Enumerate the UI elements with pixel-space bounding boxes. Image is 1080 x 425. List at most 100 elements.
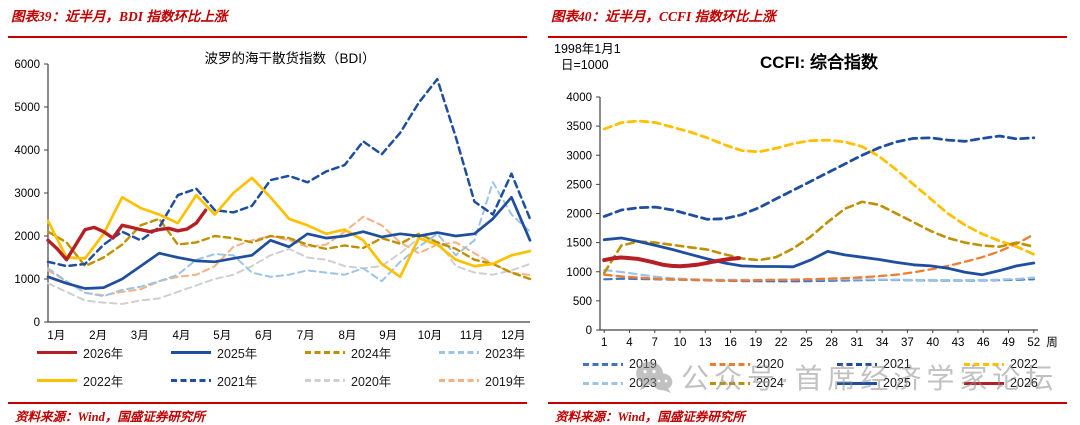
legend-line-sample — [305, 379, 345, 382]
legend-row: 2019 2020 2021 2022 — [582, 357, 1080, 371]
x-tick-label: 8月 — [338, 330, 356, 342]
x-tick-label: 6月 — [255, 330, 273, 342]
x-tick-label: 7月 — [297, 330, 315, 342]
series-2021年 — [46, 77, 532, 268]
legend-row: 2026年 2025年 2024年 2023年 — [36, 343, 572, 362]
x-tick-label: 5月 — [213, 330, 231, 342]
legend-item-2020年: 2020年 — [304, 371, 438, 390]
legend-label: 2024年 — [351, 347, 392, 361]
legend-item-2025年: 2025年 — [170, 343, 304, 362]
y-tick-label: 4000 — [566, 92, 592, 104]
x-tick-label: 12月 — [501, 330, 525, 342]
ccfi-unit-note: 1998年1月1 日=1000 — [554, 41, 621, 74]
legend-label: 2026 — [1010, 376, 1038, 390]
series-2022年 — [46, 176, 532, 279]
legend-label: 2019 — [629, 357, 657, 371]
x-tick-label: 16 — [724, 337, 737, 349]
bdi-chart-title: 波罗的海干散货指数（BDI） — [204, 51, 376, 66]
series-2022 — [602, 119, 1036, 256]
y-tick-label: 0 — [586, 325, 592, 337]
x-tick-label: 49 — [1002, 337, 1015, 349]
legend-label: 2021年 — [217, 375, 258, 389]
series-2025年 — [46, 195, 532, 290]
figure-40-header: 图表40：近半月，CCFI 指数环比上涨 — [551, 9, 776, 24]
x-tick-label: 7 — [652, 337, 658, 349]
legend-label: 2022 — [1010, 357, 1038, 371]
series-2019 — [603, 277, 1035, 283]
legend-item-2023年: 2023年 — [438, 343, 572, 362]
series-2025 — [602, 236, 1036, 277]
y-tick-label: 2000 — [566, 209, 592, 221]
legend-line-sample — [439, 351, 479, 354]
y-tick-label: 1500 — [566, 238, 592, 250]
figure-39-header: 图表39：近半月，BDI 指数环比上涨 — [11, 9, 228, 24]
x-tick-label: 1 — [601, 337, 607, 349]
legend-line-sample — [37, 379, 77, 382]
legend-item-2026: 2026 — [963, 376, 1080, 390]
series-2019年 — [47, 215, 531, 297]
legend-label: 2021 — [883, 357, 911, 371]
legend-line-sample — [837, 381, 877, 385]
x-tick-label: 37 — [901, 337, 914, 349]
x-axis-unit-label: 周 — [1046, 336, 1058, 349]
legend-label: 2025 — [883, 376, 911, 390]
legend-line-sample — [583, 381, 623, 385]
bdi-legend: 2026年 2025年 2024年 2023年 2022年 2021年 2020年 2019年 — [36, 343, 572, 390]
y-tick-label: 3500 — [566, 121, 592, 133]
x-tick-label: 13 — [699, 337, 712, 349]
x-tick-label: 34 — [876, 337, 889, 349]
legend-label: 2020年 — [351, 375, 392, 389]
legend-label: 2024 — [756, 376, 784, 390]
legend-label: 2020 — [756, 357, 784, 371]
y-tick-label: 3000 — [14, 188, 40, 200]
legend-line-sample — [171, 379, 211, 382]
x-tick-label: 31 — [851, 337, 864, 349]
legend-label: 2023年 — [485, 347, 526, 361]
legend-line-sample — [305, 351, 345, 354]
legend-line-sample — [439, 379, 479, 382]
x-tick-label: 10 — [674, 337, 687, 349]
y-tick-label: 4000 — [14, 145, 40, 157]
y-tick-label: 5000 — [14, 102, 40, 114]
series-2026年 — [46, 208, 208, 262]
source-rule — [8, 402, 527, 404]
x-tick-label: 1月 — [47, 330, 65, 342]
legend-item-2025: 2025 — [836, 376, 963, 390]
legend-line-sample — [964, 381, 1004, 385]
legend-label: 2019年 — [485, 375, 526, 389]
legend-item-2024年: 2024年 — [304, 343, 438, 362]
ccfi-legend: 2019 2020 2021 2022 2023 2024 2025 2026 — [582, 357, 1080, 390]
y-tick-label: 2000 — [14, 231, 40, 243]
legend-item-2022年: 2022年 — [36, 371, 170, 390]
source-rule — [548, 402, 1067, 404]
y-tick-label: 1000 — [566, 267, 592, 279]
legend-line-sample — [171, 351, 211, 354]
y-tick-label: 6000 — [14, 59, 40, 71]
series-2020年 — [47, 237, 531, 305]
x-tick-label: 28 — [825, 337, 838, 349]
x-tick-label: 11月 — [460, 330, 483, 342]
legend-item-2020: 2020 — [709, 357, 836, 371]
legend-line-sample — [37, 351, 77, 354]
y-tick-label: 3000 — [566, 150, 592, 162]
series-2024 — [602, 200, 1036, 275]
series-2021 — [602, 134, 1036, 221]
legend-label: 2026年 — [83, 347, 124, 361]
figure-40-panel: 图表40：近半月，CCFI 指数环比上涨 1998年1月1 日=1000 CCF… — [540, 0, 1080, 425]
series-2023年 — [47, 181, 531, 298]
legend-item-2026年: 2026年 — [36, 343, 170, 362]
legend-row: 2022年 2021年 2020年 2019年 — [36, 371, 572, 390]
y-tick-label: 2500 — [566, 179, 592, 191]
figure-39-panel: 图表39：近半月，BDI 指数环比上涨 波罗的海干散货指数（BDI） 0 1000… — [8, 9, 532, 424]
legend-line-sample — [583, 362, 623, 366]
ccfi-chart-title: CCFI: 综合指数 — [759, 53, 879, 72]
x-tick-label: 3月 — [131, 330, 149, 342]
x-tick-label: 10月 — [418, 330, 442, 342]
legend-item-2022: 2022 — [963, 357, 1080, 371]
x-tick-label: 40 — [926, 337, 939, 349]
x-tick-label: 22 — [775, 337, 788, 349]
unit-note-line2: 日=1000 — [561, 58, 609, 73]
legend-label: 2022年 — [83, 375, 124, 389]
legend-item-2023: 2023 — [582, 376, 709, 390]
